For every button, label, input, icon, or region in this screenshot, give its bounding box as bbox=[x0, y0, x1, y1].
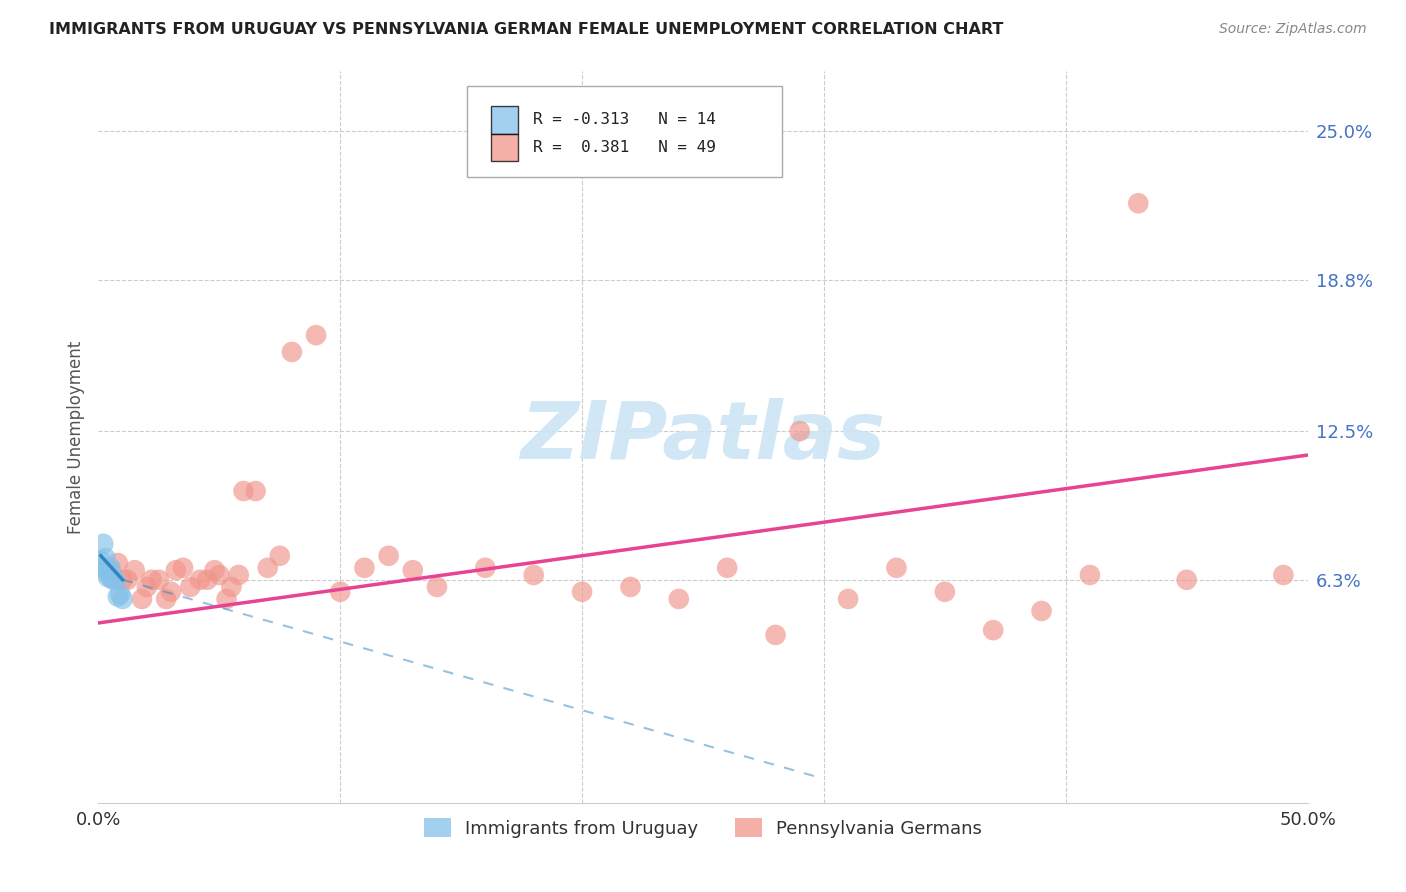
Point bbox=[160, 584, 183, 599]
Point bbox=[172, 561, 194, 575]
Point bbox=[232, 483, 254, 498]
Point bbox=[377, 549, 399, 563]
Point bbox=[100, 570, 122, 584]
Text: R =  0.381   N = 49: R = 0.381 N = 49 bbox=[533, 140, 716, 155]
Point bbox=[90, 553, 112, 567]
Point bbox=[148, 573, 170, 587]
Point bbox=[111, 591, 134, 606]
Point bbox=[523, 568, 546, 582]
Point bbox=[402, 563, 425, 577]
Point bbox=[789, 424, 811, 438]
Point bbox=[886, 561, 908, 575]
Point bbox=[208, 568, 231, 582]
Point bbox=[91, 561, 114, 575]
Point bbox=[329, 584, 352, 599]
Point bbox=[188, 573, 211, 587]
Point bbox=[104, 573, 127, 587]
Point bbox=[97, 563, 120, 577]
Point bbox=[97, 570, 120, 584]
Point bbox=[131, 591, 153, 606]
Y-axis label: Female Unemployment: Female Unemployment bbox=[66, 341, 84, 533]
Point bbox=[111, 573, 134, 587]
Point bbox=[934, 584, 956, 599]
Point bbox=[1175, 573, 1198, 587]
Point bbox=[981, 623, 1004, 637]
Text: ZIPatlas: ZIPatlas bbox=[520, 398, 886, 476]
Point bbox=[716, 561, 738, 575]
Point bbox=[269, 549, 291, 563]
Point bbox=[837, 591, 859, 606]
Point bbox=[117, 573, 139, 587]
Point bbox=[281, 345, 304, 359]
Point bbox=[91, 537, 114, 551]
Point bbox=[94, 551, 117, 566]
Point bbox=[135, 580, 157, 594]
Point bbox=[353, 561, 375, 575]
Point bbox=[1031, 604, 1053, 618]
Point bbox=[256, 561, 278, 575]
Point bbox=[1272, 568, 1295, 582]
Point bbox=[100, 563, 122, 577]
Point bbox=[1128, 196, 1150, 211]
Point bbox=[107, 556, 129, 570]
Point bbox=[668, 591, 690, 606]
Point bbox=[107, 590, 129, 604]
Point bbox=[94, 563, 117, 577]
FancyBboxPatch shape bbox=[467, 86, 782, 178]
Text: Source: ZipAtlas.com: Source: ZipAtlas.com bbox=[1219, 22, 1367, 37]
Point bbox=[474, 561, 496, 575]
FancyBboxPatch shape bbox=[492, 106, 517, 134]
Point bbox=[155, 591, 177, 606]
Point bbox=[765, 628, 787, 642]
Point bbox=[195, 573, 218, 587]
Point bbox=[101, 573, 124, 587]
Point bbox=[100, 561, 122, 575]
Point bbox=[571, 584, 593, 599]
Point bbox=[179, 580, 201, 594]
Point bbox=[245, 483, 267, 498]
Point bbox=[426, 580, 449, 594]
Point bbox=[165, 563, 187, 577]
Point bbox=[124, 563, 146, 577]
FancyBboxPatch shape bbox=[492, 134, 517, 161]
Point bbox=[221, 580, 243, 594]
Point bbox=[1078, 568, 1101, 582]
Point bbox=[108, 587, 131, 601]
Text: IMMIGRANTS FROM URUGUAY VS PENNSYLVANIA GERMAN FEMALE UNEMPLOYMENT CORRELATION C: IMMIGRANTS FROM URUGUAY VS PENNSYLVANIA … bbox=[49, 22, 1004, 37]
Text: R = -0.313   N = 14: R = -0.313 N = 14 bbox=[533, 112, 716, 128]
Point bbox=[215, 591, 238, 606]
Point bbox=[619, 580, 641, 594]
Point bbox=[305, 328, 328, 343]
Legend: Immigrants from Uruguay, Pennsylvania Germans: Immigrants from Uruguay, Pennsylvania Ge… bbox=[416, 811, 990, 845]
Point bbox=[204, 563, 226, 577]
Point bbox=[228, 568, 250, 582]
Point bbox=[141, 573, 163, 587]
